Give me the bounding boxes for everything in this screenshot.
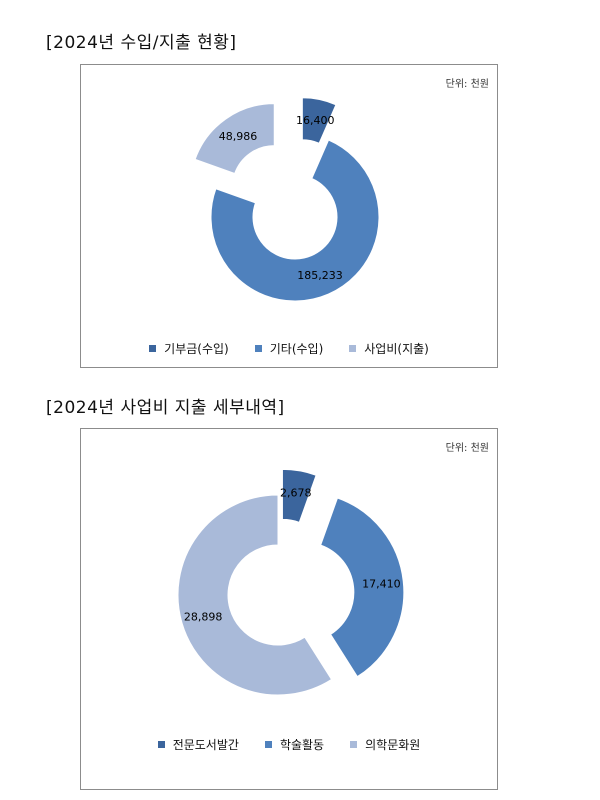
legend-label: 사업비(지출) (364, 342, 429, 356)
section-title-project-expense: [2024년 사업비 지출 세부내역] (46, 398, 285, 418)
legend-item-other-income: 기타(수입) (254, 340, 324, 357)
legend-swatch (349, 345, 357, 352)
donut-chart-svg: 2,678 17,410 28,898 (177, 468, 405, 696)
donut-chart-svg: 16,400 185,233 48,986 (194, 97, 380, 302)
data-label-academic-activity: 17,410 (362, 578, 401, 591)
legend-label: 의학문화원 (365, 738, 421, 752)
legend-swatch (350, 741, 358, 748)
legend-label: 기부금(수입) (164, 342, 229, 356)
donut-slice-book-publishing (281, 468, 317, 523)
donut-slice-other-income (210, 139, 380, 302)
legend-item-academic-activity: 학술활동 (264, 736, 325, 753)
legend-item-medical-culture: 의학문화원 (350, 736, 420, 753)
data-label-medical-culture: 28,898 (184, 611, 223, 624)
legend-label: 기타(수입) (269, 342, 324, 356)
unit-label: 단위: 천원 (445, 79, 489, 90)
legend-swatch (254, 345, 262, 352)
legend-label: 학술활동 (279, 738, 325, 752)
chart-project-expense: 단위: 천원 2,678 17,410 28,898 전문도서발간 학술활동 의학문화원 (80, 428, 498, 790)
donut-slice-academic-activity (320, 497, 405, 678)
data-label-donations: 16,400 (296, 114, 335, 127)
legend-swatch (157, 741, 165, 748)
legend-item-donations: 기부금(수입) (149, 340, 229, 357)
unit-label: 단위: 천원 (445, 443, 489, 454)
legend-swatch (149, 345, 157, 352)
donut-slice-project-expense (194, 103, 275, 175)
legend: 기부금(수입) 기타(수입) 사업비(지출) (81, 340, 497, 357)
chart-income-expense: 단위: 천원 16,400 185,233 48,986 기부금(수입) 기타(수입)… (80, 64, 498, 368)
legend-label: 전문도서발간 (172, 738, 239, 752)
donut-slice-donations (301, 97, 337, 144)
donut-slice-medical-culture (177, 494, 333, 696)
legend-item-project-expense: 사업비(지출) (349, 340, 429, 357)
section-title-income-expense: [2024년 수입/지출 현황] (46, 33, 237, 53)
legend: 전문도서발간 학술활동 의학문화원 (81, 736, 497, 753)
legend-swatch (264, 741, 272, 748)
legend-item-book-publishing: 전문도서발간 (157, 736, 239, 753)
data-label-project-expense: 48,986 (219, 130, 257, 143)
data-label-book-publishing: 2,678 (280, 487, 312, 500)
data-label-other-income: 185,233 (297, 269, 343, 282)
